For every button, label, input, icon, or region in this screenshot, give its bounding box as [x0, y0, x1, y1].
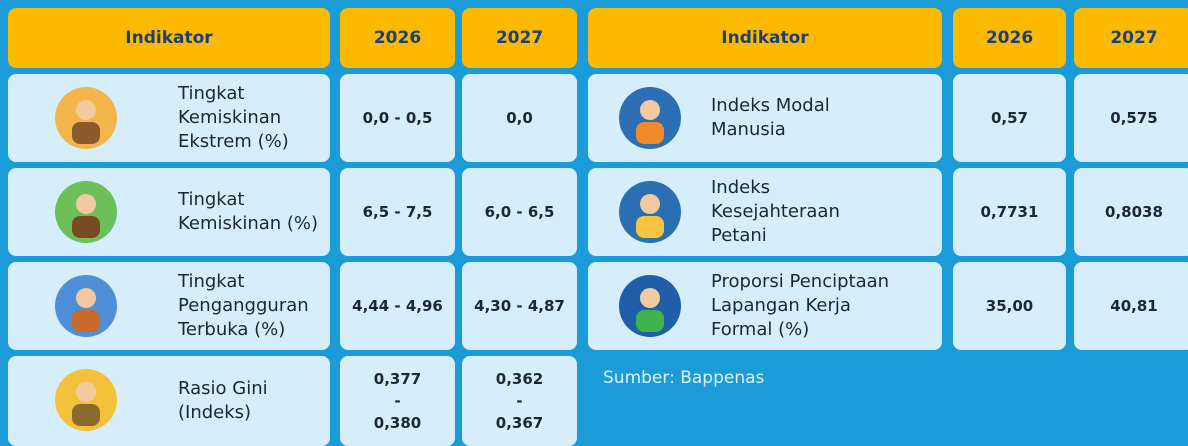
column-header: 2027 [1074, 8, 1188, 68]
indicator-icon [46, 364, 126, 436]
value-cell: 6,0 - 6,5 [462, 168, 577, 256]
value-line: 0,575 [1110, 107, 1157, 129]
indicator-cell: Rasio Gini(Indeks) [8, 356, 330, 446]
indicator-line: Terbuka (%) [178, 318, 309, 342]
column-header: Indikator [588, 8, 942, 68]
value-line: 0,8038 [1105, 201, 1163, 223]
indicator-icon [610, 270, 690, 342]
value-line: 4,30 - 4,87 [474, 295, 565, 317]
value-cell: 35,00 [953, 262, 1066, 350]
value-line: - [516, 390, 522, 412]
value-line: 6,0 - 6,5 [485, 201, 555, 223]
value-line: 4,44 - 4,96 [352, 295, 443, 317]
indicator-icon [610, 82, 690, 154]
indicator-line: Petani [711, 224, 840, 248]
indicator-line: Tingkat [178, 270, 309, 294]
indicator-line: Indeks [711, 176, 840, 200]
indicator-line: Proporsi Penciptaan [711, 270, 889, 294]
indicator-line: Formal (%) [711, 318, 889, 342]
indicator-line: Lapangan Kerja [711, 294, 889, 318]
indicator-icon [46, 82, 126, 154]
indicator-line: Kemiskinan (%) [178, 212, 318, 236]
value-line: 0,380 [374, 412, 421, 434]
indicator-line: (Indeks) [178, 401, 268, 425]
value-cell: 4,44 - 4,96 [340, 262, 455, 350]
value-cell: 0,362-0,367 [462, 356, 577, 446]
value-cell: 0,57 [953, 74, 1066, 162]
indicator-line: Tingkat [178, 82, 289, 106]
value-cell: 0,0 - 0,5 [340, 74, 455, 162]
value-cell: 0,0 [462, 74, 577, 162]
value-line: 0,367 [496, 412, 543, 434]
value-line: 35,00 [986, 295, 1033, 317]
column-header: 2027 [462, 8, 577, 68]
column-header: 2026 [340, 8, 455, 68]
indicator-line: Indeks Modal [711, 94, 830, 118]
value-cell: 0,377-0,380 [340, 356, 455, 446]
value-line: 0,0 - 0,5 [363, 107, 433, 129]
column-header: Indikator [8, 8, 330, 68]
indicator-line: Manusia [711, 118, 830, 142]
source-note: Sumber: Bappenas [603, 368, 764, 388]
column-header: 2026 [953, 8, 1066, 68]
indicator-line: Kesejahteraan [711, 200, 840, 224]
indicator-line: Rasio Gini [178, 377, 268, 401]
page: {"left_table": { "headers": ["Indikator"… [0, 0, 1188, 440]
indicator-line: Kemiskinan [178, 106, 289, 130]
value-cell: 4,30 - 4,87 [462, 262, 577, 350]
indicator-label: Rasio Gini(Indeks) [178, 377, 268, 425]
value-line: 40,81 [1110, 295, 1157, 317]
indicator-icon [46, 176, 126, 248]
value-line: - [394, 390, 400, 412]
value-cell: 0,7731 [953, 168, 1066, 256]
indicator-icon [46, 270, 126, 342]
indicator-line: Ekstrem (%) [178, 130, 289, 154]
value-cell: 40,81 [1074, 262, 1188, 350]
indicator-line: Tingkat [178, 188, 318, 212]
value-cell: 6,5 - 7,5 [340, 168, 455, 256]
value-line: 0,7731 [981, 201, 1039, 223]
value-cell: 0,8038 [1074, 168, 1188, 256]
value-line: 0,0 [506, 107, 533, 129]
indicator-line: Pengangguran [178, 294, 309, 318]
value-line: 0,362 [496, 368, 543, 390]
value-line: 0,377 [374, 368, 421, 390]
value-line: 0,57 [991, 107, 1028, 129]
value-cell: 0,575 [1074, 74, 1188, 162]
indicator-icon [610, 176, 690, 248]
value-line: 6,5 - 7,5 [363, 201, 433, 223]
